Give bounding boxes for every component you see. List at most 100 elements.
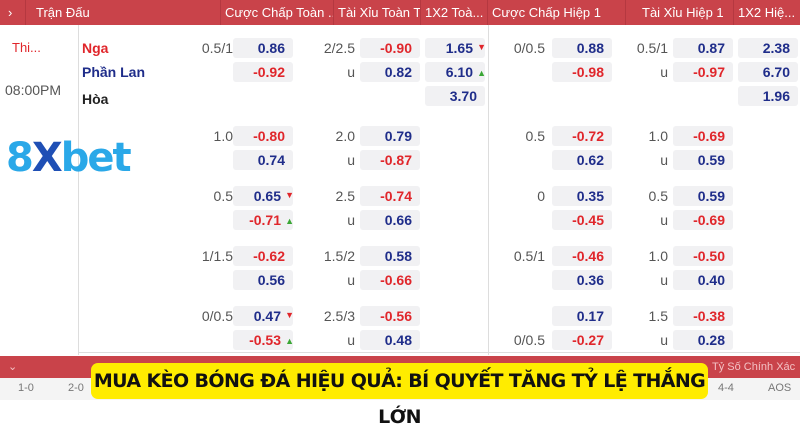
odds-cell[interactable]: -0.56 [360,306,420,326]
odds-cell[interactable]: 0.66 [360,210,420,230]
h1-ou-line: 0.5/1 [636,40,668,56]
odds-cell[interactable]: 6.10 ▲ [425,62,486,82]
odds-cell[interactable]: 0.65 ▼ [233,186,294,206]
odds-cell[interactable]: 0.88 [552,38,612,58]
h1-hdp-line: 0.5 [525,128,545,144]
col-h1-hdp[interactable]: Cược Chấp Hiệp 1 [487,0,625,25]
odds-cell[interactable]: -0.87 [360,150,420,170]
odds-cell[interactable]: 0.86 [233,38,293,58]
odds-cell[interactable]: 0.59 [673,186,733,206]
odds-cell[interactable]: -0.98 [552,62,612,82]
hdp-line: 0/0.5 [201,308,233,324]
odds-cell[interactable]: -0.90 [360,38,420,58]
hdp-line: 0.5/1 [201,40,233,56]
away-team[interactable]: Phần Lan [82,64,146,80]
odds-cell[interactable]: -0.71 ▲ [233,210,294,230]
col-h1-ou[interactable]: Tài Xỉu Hiệp 1 [625,0,733,25]
score-cell[interactable]: 2-0 [68,382,84,394]
col-ou[interactable]: Tài Xỉu Toàn Trận [333,0,420,25]
under-label: u [347,212,355,228]
odds-cell[interactable]: 1.96 [738,86,798,106]
arrow-down-icon: ▼ [285,310,294,320]
expand-button[interactable]: › [8,5,13,20]
odds-cell[interactable]: -0.80 [233,126,293,146]
odds-cell[interactable]: 2.38 [738,38,798,58]
odds-cell[interactable]: 0.87 [673,38,733,58]
odds-cell[interactable]: -0.74 [360,186,420,206]
odds-cell[interactable]: -0.45 [552,210,612,230]
odds-cell[interactable]: 0.28 [673,330,733,350]
odds-cell[interactable]: 1.65 ▼ [425,38,486,58]
col-1x2[interactable]: 1X2 Toà... [420,0,487,25]
under-label: u [347,64,355,80]
under-label: u [347,272,355,288]
h1-ou-line: 1.0 [648,248,668,264]
odds-cell[interactable]: -0.69 [673,210,733,230]
arrow-up-icon: ▲ [285,216,294,226]
odds-cell[interactable]: 0.47 ▼ [233,306,294,326]
under-label: u [347,332,355,348]
score-cell[interactable]: 4-4 [718,382,734,394]
odds-cell[interactable]: 0.56 [233,270,293,290]
odds-cell[interactable]: -0.72 [552,126,612,146]
col-hdp[interactable]: Cược Chấp Toàn ... [220,0,333,25]
divider [78,25,79,355]
odds-cell[interactable]: -0.46 [552,246,612,266]
odds-cell[interactable]: 0.48 [360,330,420,350]
score-cell[interactable]: AOS [768,382,792,394]
h1-hdp-line: 0/0.5 [513,40,545,56]
odds-cell[interactable]: 0.59 [673,150,733,170]
odds-cell[interactable]: 3.70 [425,86,485,106]
odds-cell[interactable]: -0.97 [673,62,733,82]
odds-cell[interactable]: 0.35 [552,186,612,206]
h1-ou-line: 1.0 [648,128,668,144]
odds-cell[interactable]: 6.70 [738,62,798,82]
home-team[interactable]: Nga [82,40,109,56]
odds-cell[interactable]: -0.66 [360,270,420,290]
h1-ou-line: 1.5 [648,308,668,324]
promo-banner: MUA KÈO BÓNG ĐÁ HIỆU QUẢ: BÍ QUYẾT TĂNG … [91,363,708,428]
odds-cell[interactable]: 0.58 [360,246,420,266]
under-label: u [660,272,668,288]
col-h1-1x2[interactable]: 1X2 Hiệ... [733,0,800,25]
ou-line: 2.5 [335,188,355,204]
ou-line: 2/2.5 [323,40,355,56]
odds-cell[interactable]: -0.69 [673,126,733,146]
ou-line: 2.0 [335,128,355,144]
odds-cell[interactable]: 0.40 [673,270,733,290]
under-label: u [660,212,668,228]
odds-cell[interactable]: -0.38 [673,306,733,326]
match-time: 08:00PM [5,82,62,98]
odds-cell[interactable]: 0.17 [552,306,612,326]
hdp-line: 1.0 [213,128,233,144]
arrow-up-icon: ▲ [285,336,294,346]
odds-cell[interactable]: 0.62 [552,150,612,170]
h1-hdp-line: 0 [537,188,545,204]
draw-label: Hòa [82,91,109,107]
score-cell[interactable]: 1-0 [18,382,34,394]
h1-ou-line: 0.5 [648,188,668,204]
under-label: u [660,152,668,168]
odds-cell[interactable]: -0.50 [673,246,733,266]
under-label: u [660,64,668,80]
8xbet-logo: 8Xbet [6,135,132,181]
odds-cell[interactable]: -0.53 ▲ [233,330,294,350]
odds-cell[interactable]: 0.82 [360,62,420,82]
hdp-line: 0.5 [213,188,233,204]
divider [78,352,800,353]
ou-line: 1.5/2 [323,248,355,264]
odds-cell[interactable]: -0.62 [233,246,293,266]
odds-cell[interactable]: 0.74 [233,150,293,170]
odds-cell[interactable]: -0.92 [233,62,293,82]
divider [488,25,489,355]
h1-hdp-line: 0.5/1 [513,248,545,264]
odds-cell[interactable]: -0.27 [552,330,612,350]
odds-cell[interactable]: 0.36 [552,270,612,290]
hdp-line: 1/1.5 [201,248,233,264]
col-match[interactable]: Trận Đấu [25,0,220,25]
h1-hdp-line: 0/0.5 [513,332,545,348]
correct-score-label: Tỷ Số Chính Xác [712,361,796,373]
arrow-up-icon: ▲ [477,68,486,78]
arrow-down-icon: ▼ [477,42,486,52]
odds-cell[interactable]: 0.79 [360,126,420,146]
